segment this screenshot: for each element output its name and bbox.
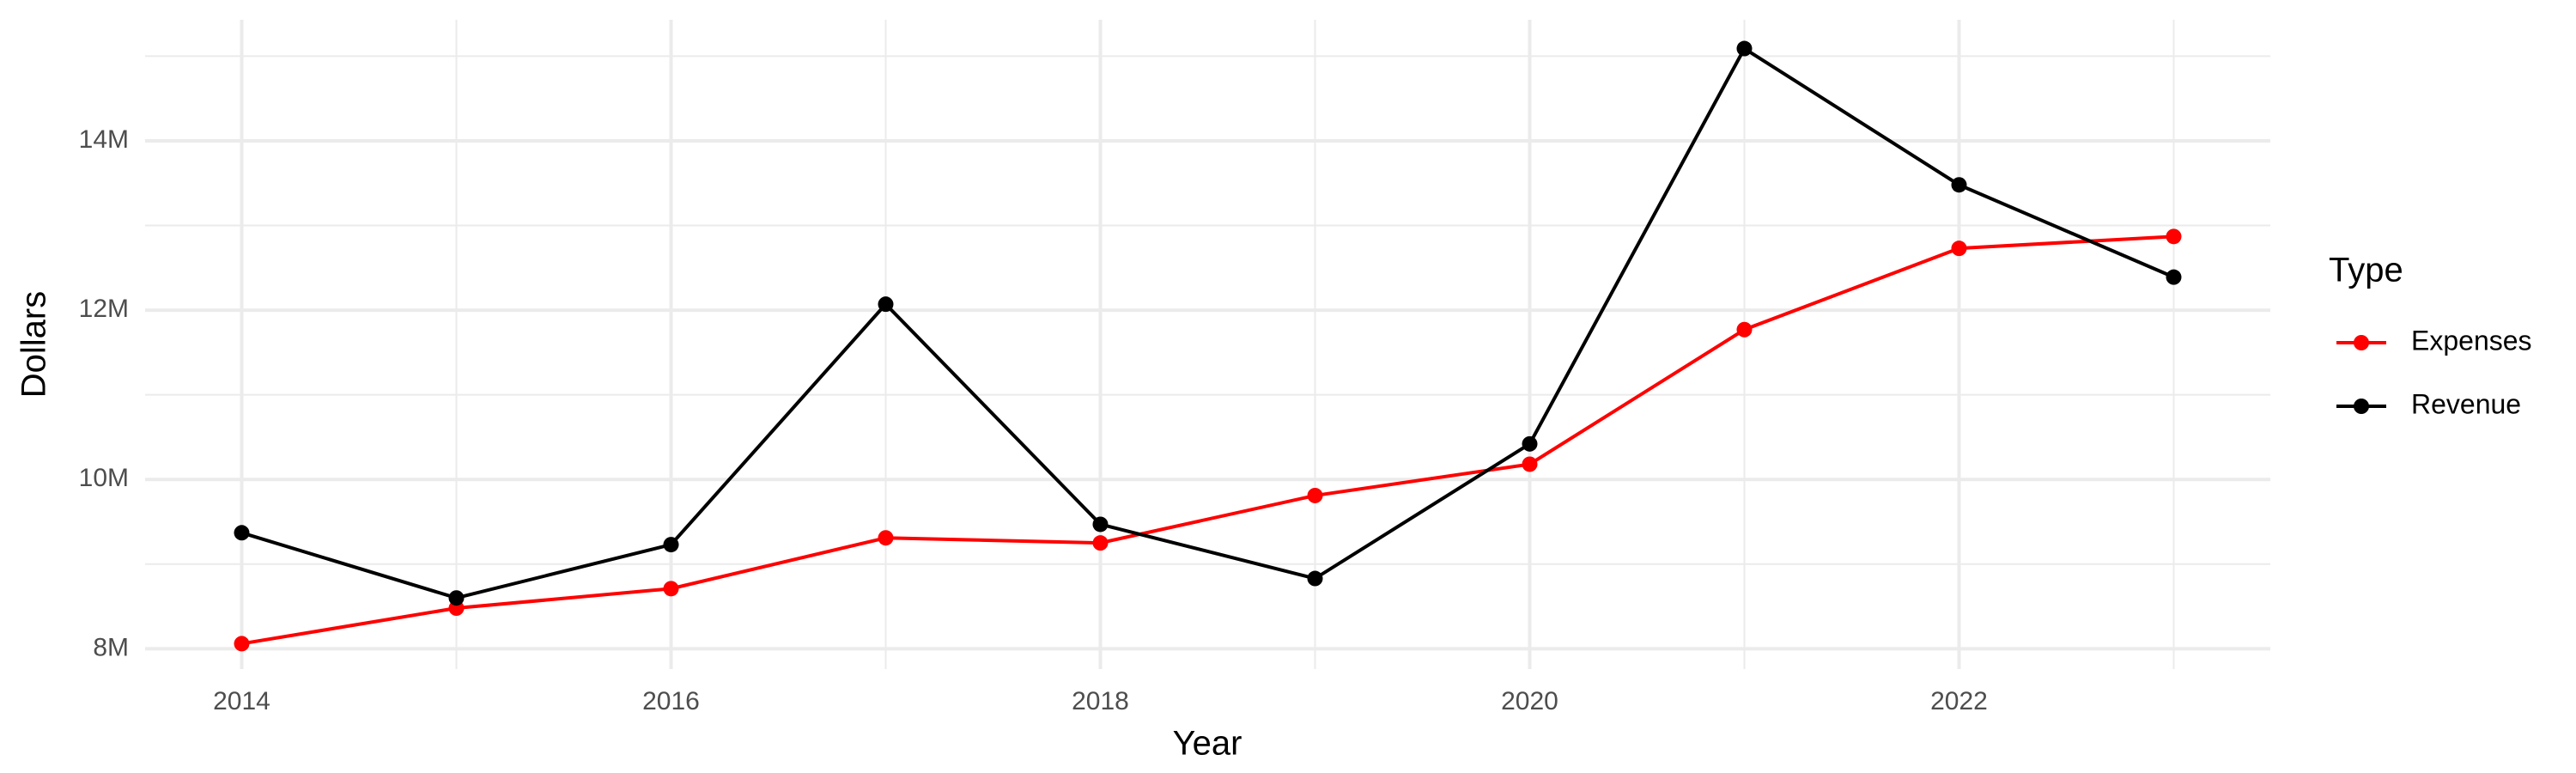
data-point	[1092, 516, 1109, 533]
data-point	[878, 296, 894, 313]
series-line	[240, 46, 2175, 600]
data-point	[2166, 269, 2182, 285]
data-point	[663, 581, 679, 597]
y-tick-label: 8M	[93, 633, 129, 661]
y-tick-label: 14M	[79, 125, 129, 154]
legend-key-point	[2354, 399, 2369, 414]
data-point	[1522, 456, 1538, 472]
data-point	[234, 525, 250, 541]
data-point	[1736, 40, 1753, 57]
series-line	[241, 234, 2174, 646]
data-point	[1092, 535, 1109, 551]
y-axis-title: Dollars	[15, 291, 53, 398]
data-point	[2166, 228, 2182, 245]
data-point	[663, 537, 679, 553]
y-tick-label: 10M	[79, 464, 129, 492]
x-tick-label: 2016	[642, 687, 700, 715]
x-tick-label: 2018	[1072, 687, 1129, 715]
data-point	[1307, 487, 1323, 503]
data-point	[1951, 240, 1967, 257]
data-point	[1951, 177, 1967, 193]
data-point	[448, 590, 465, 606]
data-point	[234, 636, 250, 652]
legend-label: Revenue	[2411, 388, 2521, 419]
y-tick-label: 12M	[79, 295, 129, 323]
legend-label: Expenses	[2411, 325, 2532, 356]
legend-key-point	[2354, 335, 2369, 350]
data-point	[878, 530, 894, 546]
x-axis-title: Year	[1173, 725, 1242, 763]
legend-title: Type	[2329, 252, 2403, 289]
x-tick-label: 2020	[1501, 687, 1558, 715]
data-point	[1307, 570, 1323, 587]
x-tick-label: 2014	[213, 687, 270, 715]
x-tick-label: 2022	[1930, 687, 1988, 715]
data-point	[1522, 435, 1538, 452]
data-point	[1736, 321, 1753, 338]
